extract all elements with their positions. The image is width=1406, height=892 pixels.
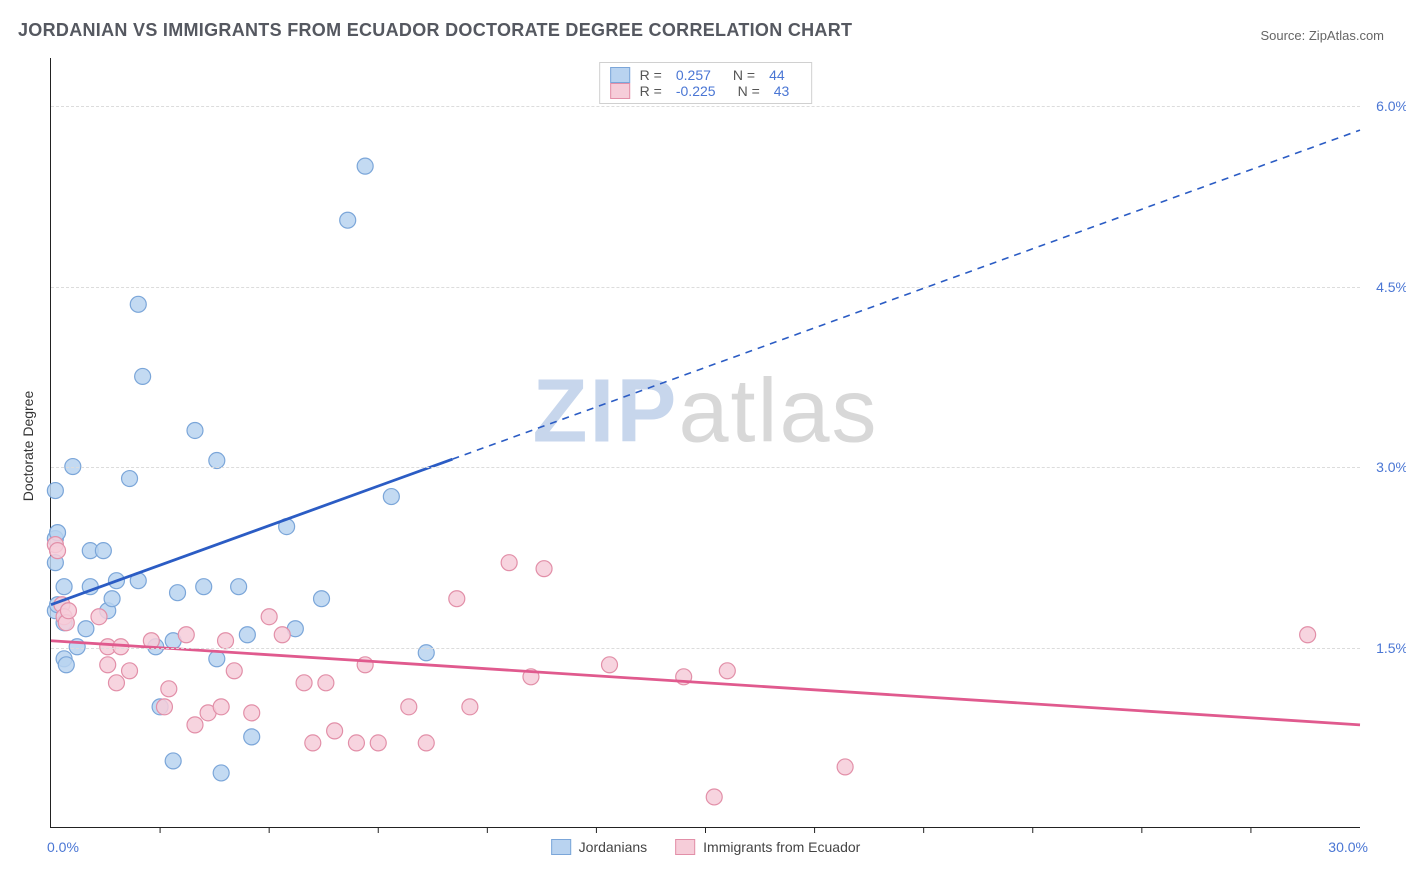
gridline <box>51 106 1360 107</box>
x-min-label: 0.0% <box>47 839 79 855</box>
legend-row-series-0: R = 0.257 N = 44 <box>610 67 802 83</box>
y-tick-label: 4.5% <box>1376 279 1406 295</box>
r-label: R = <box>640 83 662 99</box>
y-tick-label: 3.0% <box>1376 459 1406 475</box>
swatch-series-1 <box>610 83 630 99</box>
n-value-0: 44 <box>769 67 785 83</box>
chart-area: ZIPatlas R = 0.257 N = 44 R = -0.225 N =… <box>50 58 1360 828</box>
n-label: N = <box>733 67 755 83</box>
plot-svg <box>51 58 1360 827</box>
n-value-1: 43 <box>774 83 790 99</box>
legend-series: Jordanians Immigrants from Ecuador <box>551 839 861 855</box>
swatch-series-0 <box>610 67 630 83</box>
gridline <box>51 467 1360 468</box>
legend-item-1: Immigrants from Ecuador <box>675 839 860 855</box>
legend-item-0: Jordanians <box>551 839 648 855</box>
r-value-0: 0.257 <box>676 67 711 83</box>
swatch-bottom-0 <box>551 839 571 855</box>
legend-correlation: R = 0.257 N = 44 R = -0.225 N = 43 <box>599 62 813 104</box>
chart-title: JORDANIAN VS IMMIGRANTS FROM ECUADOR DOC… <box>18 20 852 41</box>
y-axis-label: Doctorate Degree <box>20 391 36 502</box>
gridline <box>51 287 1360 288</box>
swatch-bottom-1 <box>675 839 695 855</box>
r-label: R = <box>640 67 662 83</box>
x-max-label: 30.0% <box>1328 839 1368 855</box>
y-tick-label: 1.5% <box>1376 640 1406 656</box>
source-label: Source: ZipAtlas.com <box>1260 28 1384 43</box>
legend-label-0: Jordanians <box>579 839 648 855</box>
legend-label-1: Immigrants from Ecuador <box>703 839 860 855</box>
y-tick-label: 6.0% <box>1376 98 1406 114</box>
gridline <box>51 648 1360 649</box>
r-value-1: -0.225 <box>676 83 716 99</box>
n-label: N = <box>738 83 760 99</box>
legend-row-series-1: R = -0.225 N = 43 <box>610 83 802 99</box>
